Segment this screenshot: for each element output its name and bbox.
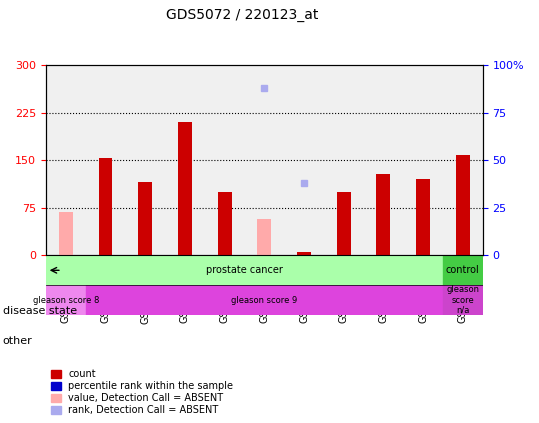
- Legend: count, percentile rank within the sample, value, Detection Call = ABSENT, rank, : count, percentile rank within the sample…: [48, 366, 236, 418]
- Text: disease state: disease state: [3, 306, 77, 316]
- Bar: [218, 192, 232, 255]
- Bar: [139, 182, 152, 255]
- Bar: [337, 192, 351, 255]
- Bar: [86, 285, 443, 315]
- Bar: [178, 122, 192, 255]
- Bar: [297, 252, 311, 255]
- Text: gleason score 9: gleason score 9: [231, 296, 298, 305]
- Bar: [456, 155, 470, 255]
- Bar: [376, 174, 390, 255]
- Text: gleason
score
n/a: gleason score n/a: [446, 285, 479, 315]
- Text: gleason score 8: gleason score 8: [33, 296, 99, 305]
- Text: GDS5072 / 220123_at: GDS5072 / 220123_at: [167, 8, 319, 22]
- Bar: [257, 219, 271, 255]
- Bar: [443, 285, 482, 315]
- Bar: [46, 285, 86, 315]
- Text: prostate cancer: prostate cancer: [206, 265, 283, 275]
- Text: other: other: [3, 335, 32, 346]
- Text: control: control: [446, 265, 480, 275]
- Bar: [59, 212, 73, 255]
- Bar: [416, 179, 430, 255]
- Bar: [443, 255, 482, 285]
- Bar: [99, 158, 113, 255]
